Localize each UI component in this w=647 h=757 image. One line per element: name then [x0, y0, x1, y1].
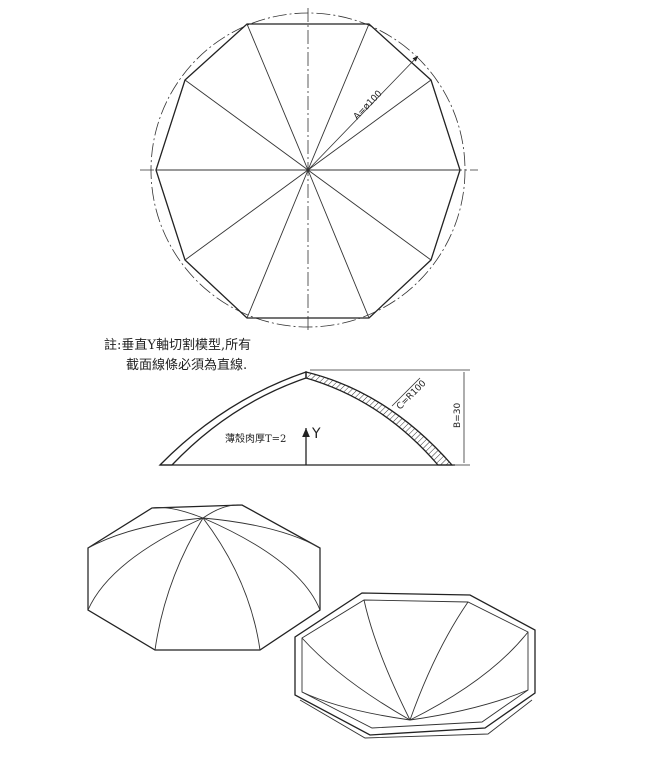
iso-dome [87, 504, 321, 651]
section-view: Y 薄殼肉厚T=2 B=30 C=R100 [158, 369, 470, 466]
y-axis-label: Y [311, 426, 321, 442]
bowl-rim-inner [301, 599, 529, 729]
height-label: B=30 [453, 403, 463, 428]
bowl-rim-outer [294, 592, 536, 736]
note-line-1: 註:垂直Y軸切割模型,所有 [104, 337, 251, 353]
iso-bowl [294, 592, 536, 739]
dome-base-outline [87, 504, 321, 651]
note: 註:垂直Y軸切割模型,所有 截面線條必須為直線. [104, 337, 251, 373]
thickness-label: 薄殼肉厚T=2 [225, 432, 286, 445]
dome-ribs [87, 504, 321, 651]
diameter-leader [307, 55, 419, 171]
top-view: A=ø100 [140, 8, 478, 332]
shell-section-right-hatched [305, 371, 454, 466]
shell-section-left [158, 371, 307, 466]
note-line-2: 截面線條必須為直線. [126, 357, 247, 373]
radius-leader [391, 377, 421, 407]
radius-label: C=R100 [395, 379, 429, 413]
bowl-lower-edge [299, 699, 533, 739]
bowl-ribs [301, 599, 529, 721]
radial-segments [156, 23, 460, 319]
